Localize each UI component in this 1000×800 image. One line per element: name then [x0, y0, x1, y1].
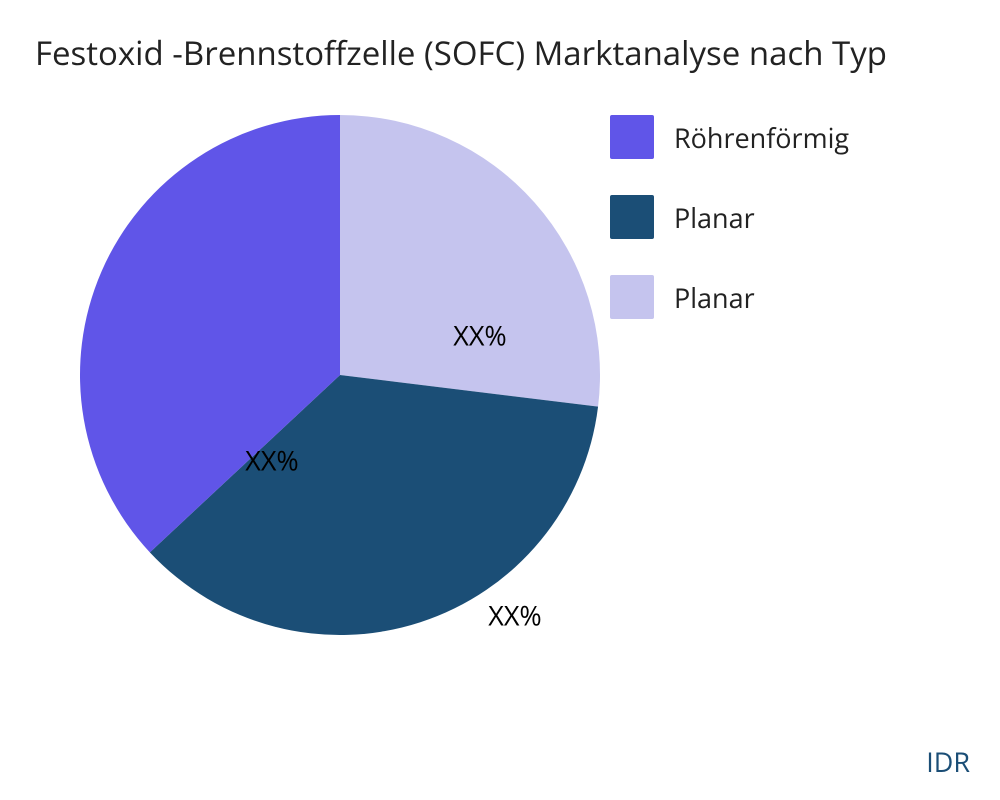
legend-item-2: Planar [610, 275, 849, 319]
legend-label-2: Planar [674, 279, 755, 316]
footer-watermark: IDR [926, 743, 970, 780]
legend-label-0: Röhrenförmig [674, 119, 849, 156]
slice-label-0: XX% [453, 317, 507, 354]
slice-label-2: XX% [488, 597, 542, 634]
pie-chart [80, 115, 600, 635]
legend-swatch-2 [610, 275, 654, 319]
legend-swatch-1 [610, 195, 654, 239]
legend-item-0: Röhrenförmig [610, 115, 849, 159]
legend-item-1: Planar [610, 195, 849, 239]
legend-swatch-0 [610, 115, 654, 159]
chart-title: Festoxid -Brennstoffzelle (SOFC) Marktan… [35, 30, 887, 75]
pie-slice-0 [340, 115, 600, 407]
legend: Röhrenförmig Planar Planar [610, 115, 849, 355]
legend-label-1: Planar [674, 199, 755, 236]
slice-label-1: XX% [245, 442, 299, 479]
